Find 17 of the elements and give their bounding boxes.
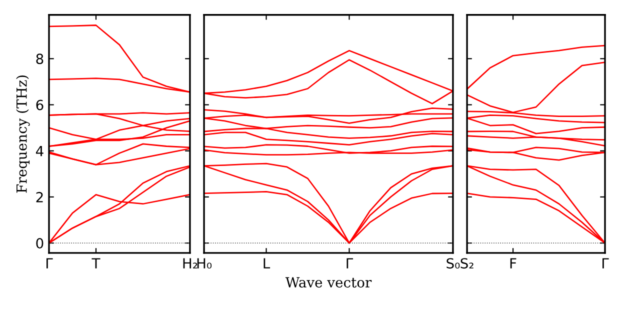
y-axis-title: Frequency (THz) <box>16 75 30 193</box>
x-axis-title: Wave vector <box>285 277 372 288</box>
y-tick-label: 8 <box>36 54 44 64</box>
x-tick-label: Γ <box>46 258 53 268</box>
y-tick-label: 6 <box>36 100 44 110</box>
y-tick-label: 0 <box>36 238 44 249</box>
x-tick-label: Γ <box>602 258 609 268</box>
y-tick-label: 2 <box>36 192 43 202</box>
x-tick-label: Γ <box>346 258 354 268</box>
x-tick-label: S₀ <box>446 258 460 269</box>
x-tick-label: L <box>264 258 270 268</box>
x-tick-label: T <box>92 258 100 268</box>
y-tick-label: 4 <box>36 146 44 156</box>
x-tick-label: F <box>510 258 516 268</box>
x-tick-label: H₀ <box>197 258 212 269</box>
x-tick-label: H₂ <box>183 258 198 268</box>
x-tick-label: S₂ <box>460 258 474 269</box>
